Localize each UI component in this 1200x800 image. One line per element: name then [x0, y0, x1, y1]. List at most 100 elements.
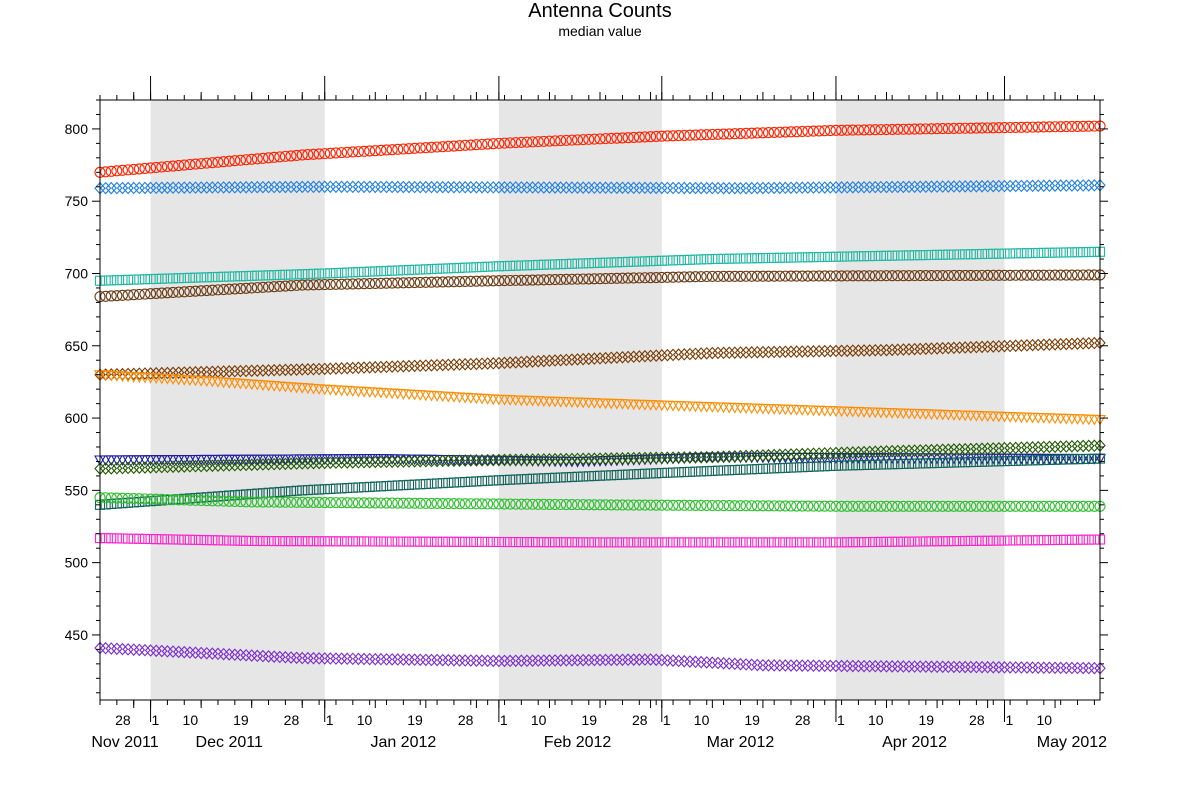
- data-point: [673, 130, 685, 142]
- data-point: [488, 261, 499, 272]
- data-point: [325, 536, 336, 547]
- data-point: [633, 181, 646, 195]
- data-point: [448, 140, 460, 152]
- data-point: [319, 268, 330, 279]
- data-point: [515, 453, 528, 467]
- data-point: [189, 454, 202, 466]
- data-point: [993, 179, 1005, 193]
- data-point: [762, 181, 775, 195]
- data-point: [178, 286, 190, 298]
- data-point: [1054, 179, 1067, 192]
- data-point: [442, 180, 455, 194]
- data-point: [735, 253, 746, 264]
- data-point: [740, 127, 752, 139]
- data-point: [864, 500, 876, 512]
- data-point: [908, 444, 921, 457]
- data-point: [100, 533, 111, 544]
- data-point: [223, 454, 236, 466]
- data-point: [600, 257, 611, 268]
- data-point: [779, 500, 791, 512]
- data-point: [105, 642, 117, 655]
- data-point: [718, 253, 729, 264]
- data-point: [262, 458, 275, 471]
- data-point: [481, 357, 494, 370]
- data-point: [807, 500, 820, 512]
- data-point: [768, 345, 780, 359]
- data-point: [679, 537, 690, 548]
- month-shading: [150, 100, 1005, 700]
- data-point: [689, 129, 702, 141]
- data-point: [369, 497, 381, 509]
- data-point: [605, 499, 617, 511]
- data-point: [734, 449, 747, 463]
- data-point: [599, 452, 612, 465]
- data-point: [1033, 535, 1044, 546]
- data-point: [650, 271, 662, 284]
- data-point: [920, 660, 932, 673]
- data-point: [560, 181, 573, 194]
- data-point: [571, 181, 584, 194]
- data-point: [240, 458, 252, 472]
- data-point: [875, 659, 887, 673]
- data-point: [358, 652, 370, 666]
- data-point: [100, 166, 112, 178]
- data-point: [476, 654, 488, 668]
- data-point: [436, 358, 449, 372]
- data-point: [139, 181, 151, 195]
- data-point: [122, 164, 134, 176]
- data-point: [611, 351, 623, 364]
- data-point: [212, 535, 224, 546]
- data-point: [942, 180, 955, 193]
- data-point: [937, 500, 949, 512]
- data-point: [678, 451, 691, 464]
- data-point: [403, 497, 415, 509]
- x-day-label: 10: [868, 712, 884, 728]
- data-point: [875, 445, 887, 458]
- data-point: [875, 500, 887, 512]
- data-point: [998, 500, 1011, 512]
- data-point: [858, 459, 870, 471]
- data-point: [493, 453, 505, 467]
- data-point: [380, 144, 393, 156]
- data-point: [167, 494, 179, 506]
- data-point: [504, 274, 516, 287]
- data-point: [948, 249, 959, 260]
- x-axis: 28 1 10 19 28 1 10 19 28 1 10 19 28 1 10 19 28 1 10 19 28 1 10…: [91, 76, 1107, 751]
- data-point: [245, 364, 258, 378]
- data-point: [1050, 247, 1061, 258]
- data-point: [178, 460, 191, 473]
- data-point: [178, 455, 191, 466]
- data-point: [1088, 336, 1101, 350]
- y-tick-label: 700: [65, 265, 89, 281]
- data-point: [150, 460, 162, 474]
- data-point: [1038, 121, 1050, 133]
- data-point: [987, 179, 1000, 193]
- data-point: [195, 365, 207, 379]
- data-point: [538, 181, 550, 194]
- data-point: [1061, 247, 1072, 258]
- data-point: [549, 654, 561, 667]
- data-point: [887, 250, 898, 261]
- data-point: [583, 653, 595, 667]
- data-point: [835, 344, 848, 358]
- data-point: [555, 273, 567, 286]
- data-point: [656, 181, 668, 195]
- data-point: [499, 261, 510, 272]
- data-point: [729, 270, 741, 282]
- data-point: [431, 454, 443, 468]
- data-point: [892, 500, 904, 512]
- data-point: [301, 454, 314, 466]
- data-point: [532, 181, 544, 194]
- x-day-label: 28: [795, 712, 811, 728]
- data-point: [892, 270, 904, 282]
- data-point: [403, 143, 415, 155]
- data-point: [538, 473, 549, 484]
- data-point: [330, 652, 342, 665]
- data-point: [386, 653, 398, 666]
- data-point: [875, 343, 887, 357]
- data-point: [914, 444, 926, 457]
- data-point: [442, 276, 454, 288]
- data-point: [1072, 534, 1083, 545]
- data-point: [802, 461, 813, 472]
- data-point: [841, 344, 853, 358]
